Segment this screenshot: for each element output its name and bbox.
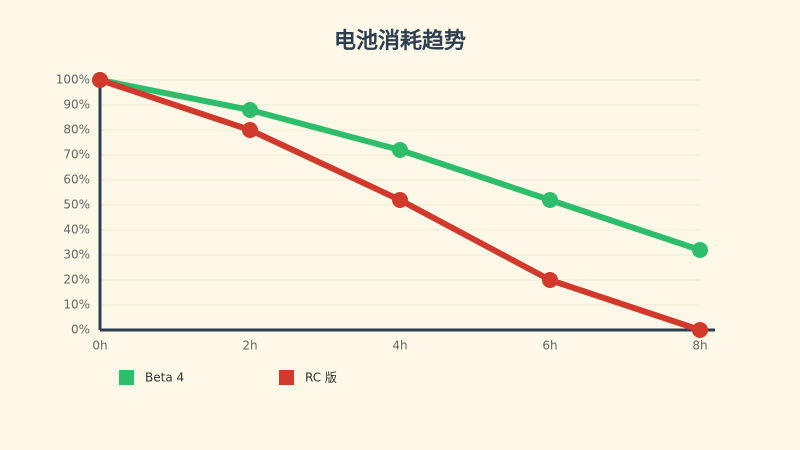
- y-tick-label: 40%: [63, 223, 90, 237]
- chart-title: 电池消耗趋势: [334, 28, 466, 54]
- y-tick-label: 80%: [63, 123, 90, 137]
- y-tick-label: 100%: [56, 73, 90, 87]
- y-tick-label: 50%: [63, 198, 90, 212]
- x-tick-label: 4h: [392, 339, 407, 353]
- y-tick-label: 10%: [63, 298, 90, 312]
- y-tick-label: 90%: [63, 98, 90, 112]
- x-tick-label: 2h: [242, 339, 257, 353]
- y-tick-label: 20%: [63, 273, 90, 287]
- data-point: [692, 242, 708, 258]
- y-tick-label: 60%: [63, 173, 90, 187]
- x-tick-label: 6h: [542, 339, 557, 353]
- legend-label: RC 版: [305, 371, 337, 385]
- y-tick-label: 0%: [71, 323, 90, 337]
- data-point: [392, 142, 408, 158]
- data-point: [542, 272, 558, 288]
- legend-label: Beta 4: [145, 371, 184, 385]
- data-point: [392, 192, 408, 208]
- x-tick-label: 8h: [692, 339, 707, 353]
- data-point: [542, 192, 558, 208]
- data-point: [242, 122, 258, 138]
- data-point: [92, 72, 108, 88]
- y-tick-label: 70%: [63, 148, 90, 162]
- data-point: [692, 322, 708, 338]
- legend-swatch: [119, 370, 134, 385]
- legend-swatch: [279, 370, 294, 385]
- data-point: [242, 102, 258, 118]
- y-tick-label: 30%: [63, 248, 90, 262]
- x-tick-label: 0h: [92, 339, 107, 353]
